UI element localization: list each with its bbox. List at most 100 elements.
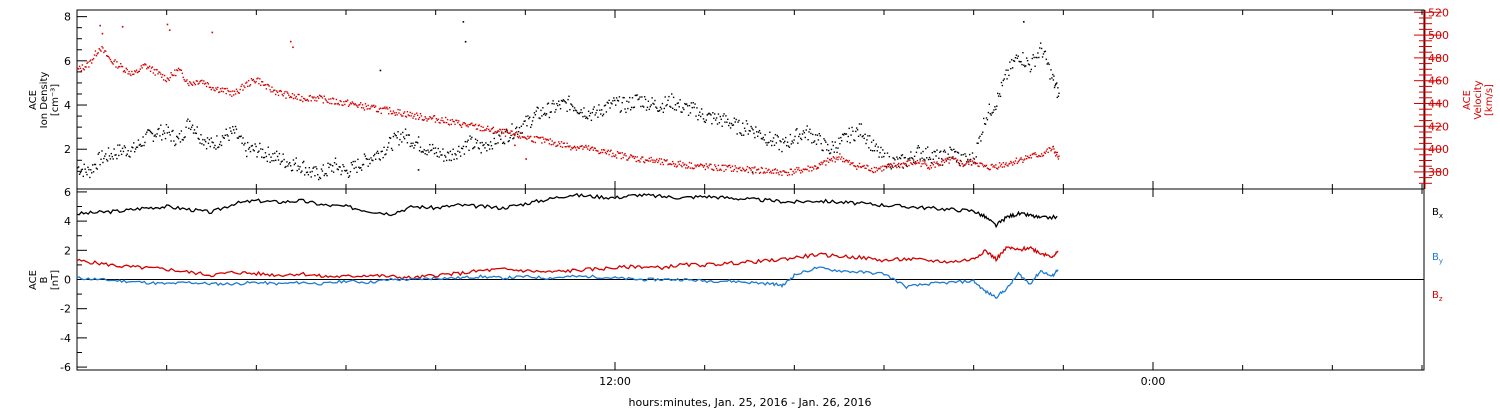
density-series-point bbox=[898, 165, 900, 168]
density-series-point bbox=[514, 133, 516, 135]
velocity-series-point bbox=[89, 60, 91, 62]
density-series-point bbox=[260, 148, 262, 150]
density-series-point bbox=[605, 111, 608, 113]
density-series-point bbox=[826, 149, 828, 151]
velocity-series-point bbox=[1045, 150, 1047, 152]
density-series-point bbox=[1022, 51, 1024, 54]
density-series-point bbox=[830, 148, 833, 151]
density-series-point bbox=[172, 129, 174, 132]
velocity-series-point bbox=[211, 87, 213, 89]
velocity-series-point bbox=[129, 73, 131, 75]
density-series-point bbox=[979, 135, 981, 138]
density-series-point bbox=[844, 133, 847, 135]
velocity-series-point bbox=[804, 168, 807, 170]
velocity-series-point bbox=[558, 142, 561, 145]
density-series-point bbox=[632, 106, 635, 109]
density-series-point bbox=[155, 135, 157, 138]
velocity-series-point bbox=[1007, 165, 1009, 167]
density-series-point bbox=[926, 157, 928, 159]
density-series-point bbox=[510, 134, 512, 137]
velocity-series-point bbox=[389, 110, 392, 112]
density-series-point bbox=[714, 113, 716, 115]
density-series-point bbox=[475, 142, 478, 144]
density-series-point bbox=[650, 104, 652, 106]
velocity-tick-label: 420 bbox=[1428, 120, 1449, 133]
density-series-point bbox=[1019, 61, 1021, 63]
density-series-point bbox=[734, 121, 736, 123]
velocity-series-point bbox=[510, 130, 512, 132]
velocity-series-point bbox=[790, 168, 792, 170]
velocity-series-point bbox=[395, 112, 397, 114]
velocity-series-point bbox=[929, 165, 932, 167]
velocity-series-point bbox=[935, 162, 937, 165]
density-series-point bbox=[665, 105, 667, 107]
density-series-point bbox=[703, 120, 706, 123]
velocity-series-point bbox=[171, 74, 173, 76]
density-series-point bbox=[492, 132, 495, 135]
velocity-series-point bbox=[550, 144, 552, 146]
velocity-series-point bbox=[1051, 148, 1053, 151]
density-series-point bbox=[841, 140, 843, 142]
velocity-series-point bbox=[286, 91, 288, 93]
velocity-series-point bbox=[105, 50, 107, 52]
density-series-point bbox=[236, 137, 239, 139]
velocity-series-point bbox=[608, 153, 610, 156]
density-series-point bbox=[502, 141, 505, 144]
velocity-series-point bbox=[225, 92, 227, 95]
velocity-series-point bbox=[339, 100, 341, 102]
velocity-series-point bbox=[340, 100, 342, 103]
density-series-point bbox=[897, 158, 899, 160]
velocity-series-point bbox=[671, 163, 673, 166]
velocity-series-point bbox=[196, 80, 198, 82]
velocity-series-point bbox=[96, 53, 99, 55]
density-series-point bbox=[110, 152, 113, 155]
velocity-series-point bbox=[329, 102, 331, 105]
density-series-point bbox=[920, 152, 922, 154]
velocity-series-point bbox=[921, 163, 923, 165]
density-series-point bbox=[79, 171, 82, 174]
density-axis-label: [cm⁻³] bbox=[50, 84, 61, 116]
density-series-point bbox=[521, 132, 523, 134]
density-series-point bbox=[130, 150, 132, 152]
velocity-series-point bbox=[988, 168, 991, 171]
velocity-series-point bbox=[515, 132, 517, 134]
density-series-point bbox=[461, 147, 464, 150]
velocity-series-point bbox=[366, 108, 368, 110]
density-series-point bbox=[574, 109, 577, 111]
density-series-point bbox=[263, 156, 266, 159]
velocity-series-point bbox=[83, 69, 85, 71]
velocity-series-point bbox=[238, 92, 240, 94]
velocity-series-point bbox=[982, 164, 984, 166]
velocity-series-point bbox=[658, 158, 661, 160]
density-series-point bbox=[581, 111, 583, 114]
density-series-point bbox=[355, 166, 357, 169]
density-series-point bbox=[999, 95, 1002, 98]
density-series-point bbox=[679, 99, 681, 101]
field-axis-label: B bbox=[39, 276, 50, 283]
velocity-series-point bbox=[668, 163, 670, 165]
velocity-series-point bbox=[984, 165, 987, 167]
density-series-point bbox=[915, 151, 918, 154]
density-series-point bbox=[684, 102, 686, 105]
density-series-point bbox=[524, 120, 526, 122]
velocity-series-point bbox=[722, 164, 724, 167]
velocity-series-point bbox=[334, 103, 337, 105]
density-series-point bbox=[542, 107, 544, 109]
density-series-point bbox=[770, 144, 773, 147]
velocity-series-point bbox=[980, 162, 982, 165]
density-series bbox=[77, 21, 1060, 181]
velocity-series-point bbox=[954, 158, 956, 160]
density-series-point bbox=[778, 148, 780, 151]
velocity-series-point bbox=[671, 160, 674, 163]
density-series-point bbox=[136, 146, 139, 148]
velocity-series-point bbox=[1008, 163, 1010, 165]
velocity-series-point bbox=[369, 108, 371, 110]
density-series-point bbox=[546, 103, 549, 105]
density-series-point bbox=[993, 109, 995, 111]
density-series-point bbox=[180, 130, 183, 132]
velocity-series-point bbox=[679, 160, 681, 163]
velocity-series-point bbox=[634, 156, 637, 158]
density-series-point bbox=[636, 94, 638, 96]
density-series-point bbox=[252, 149, 254, 151]
density-series-point bbox=[813, 141, 815, 143]
